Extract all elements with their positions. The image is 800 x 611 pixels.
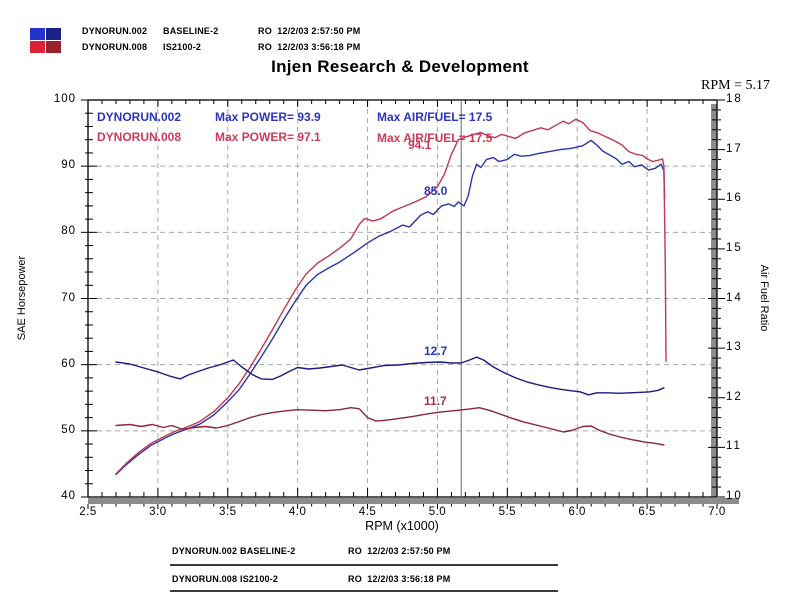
y-left-tick-label: 70 <box>61 291 76 304</box>
x-axis-title: RPM (x1000) <box>365 519 439 533</box>
y-right-tick-label: 15 <box>726 241 743 254</box>
footer-divider-2 <box>170 590 558 592</box>
run-color-swatches <box>30 28 63 54</box>
x-tick-label: 3.0 <box>149 506 167 518</box>
x-tick-label: 6.5 <box>638 506 656 518</box>
y-left-tick-label: 50 <box>61 423 76 436</box>
y-left-tick-label: 80 <box>61 225 76 238</box>
plot-shadow-bottom <box>88 498 739 504</box>
x-tick-label: 6.0 <box>568 506 586 518</box>
legend-run2-power: Max POWER= 97.1 <box>215 130 321 144</box>
y-axis-left-title: SAE Horsepower <box>16 255 28 341</box>
y-left-tick-label: 60 <box>61 357 76 370</box>
header-run2-stamp: RO 12/2/03 3:56:18 PM <box>258 42 361 52</box>
header-run1-stamp: RO 12/2/03 2:57:50 PM <box>258 26 361 36</box>
page-title: Injen Research & Development <box>271 57 529 76</box>
y-left-tick-label: 100 <box>53 93 76 105</box>
cursor-rpm-readout: RPM = 5.17 <box>701 78 770 93</box>
x-tick-label: 2.5 <box>79 506 97 518</box>
legend-run1-afr: Max AIR/FUEL= 17.5 <box>377 110 493 124</box>
footer-run2-desc: IS2100-2 <box>240 574 279 584</box>
footer-run1-desc: BASELINE-2 <box>240 546 296 556</box>
footer-run2-stamp: RO 12/2/03 3:56:18 PM <box>348 574 451 584</box>
curve-dynorun-008-air-fuel <box>115 407 665 446</box>
y-right-tick-label: 16 <box>726 192 743 205</box>
curve-dynorun-008-power <box>115 118 667 475</box>
cursor-value-afr-run2: 11.7 <box>424 394 447 408</box>
legend-run1-file: DYNORUN.002 <box>97 110 182 124</box>
y-right-tick-label: 17 <box>726 142 743 155</box>
header-run1-desc: BASELINE-2 <box>163 26 219 36</box>
curve-dynorun-002-air-fuel <box>115 356 665 396</box>
x-tick-label: 3.5 <box>219 506 237 518</box>
y-right-tick-label: 13 <box>726 341 743 354</box>
swatch-run1-power <box>30 28 45 40</box>
y-left-tick-label: 40 <box>61 490 76 502</box>
y-right-tick-label: 14 <box>726 291 743 304</box>
cursor-value-afr-run1: 12.7 <box>424 344 448 358</box>
x-tick-label: 5.0 <box>428 506 447 518</box>
header-run1-file: DYNORUN.002 <box>82 26 148 36</box>
y-right-tick-label: 18 <box>726 93 743 105</box>
legend-run2-afr: Max AIR/FUEL= 17.5 <box>377 131 493 145</box>
x-tick-label: 4.5 <box>358 506 377 518</box>
y-right-tick-label: 11 <box>726 440 742 453</box>
swatch-run2-afr <box>46 41 61 53</box>
header-run2-desc: IS2100-2 <box>163 42 202 52</box>
footer-run2-file: DYNORUN.008 <box>172 574 238 584</box>
x-tick-label: 4.0 <box>288 506 307 518</box>
y-left-tick-label: 90 <box>61 159 76 172</box>
footer-run1-stamp: RO 12/2/03 2:57:50 PM <box>348 546 451 556</box>
cursor-value-power-run1: 85.0 <box>424 184 448 198</box>
footer-divider-1 <box>170 564 558 566</box>
footer-run1-file: DYNORUN.002 <box>172 546 238 556</box>
swatch-run2-power <box>30 41 45 53</box>
x-tick-label: 5.5 <box>498 506 517 518</box>
curve-dynorun-002-power <box>115 139 666 476</box>
header-run2-file: DYNORUN.008 <box>82 42 148 52</box>
cursor-value-power-run2: 94.1 <box>408 138 432 152</box>
y-right-tick-label: 12 <box>726 390 743 403</box>
legend-run1-power: Max POWER= 93.9 <box>215 110 321 124</box>
legend-run2-file: DYNORUN.008 <box>97 130 182 144</box>
x-tick-label: 7.0 <box>708 506 726 518</box>
y-right-tick-label: 10 <box>726 490 743 502</box>
plot-shadow-right <box>711 104 717 497</box>
swatch-run1-afr <box>46 28 61 40</box>
